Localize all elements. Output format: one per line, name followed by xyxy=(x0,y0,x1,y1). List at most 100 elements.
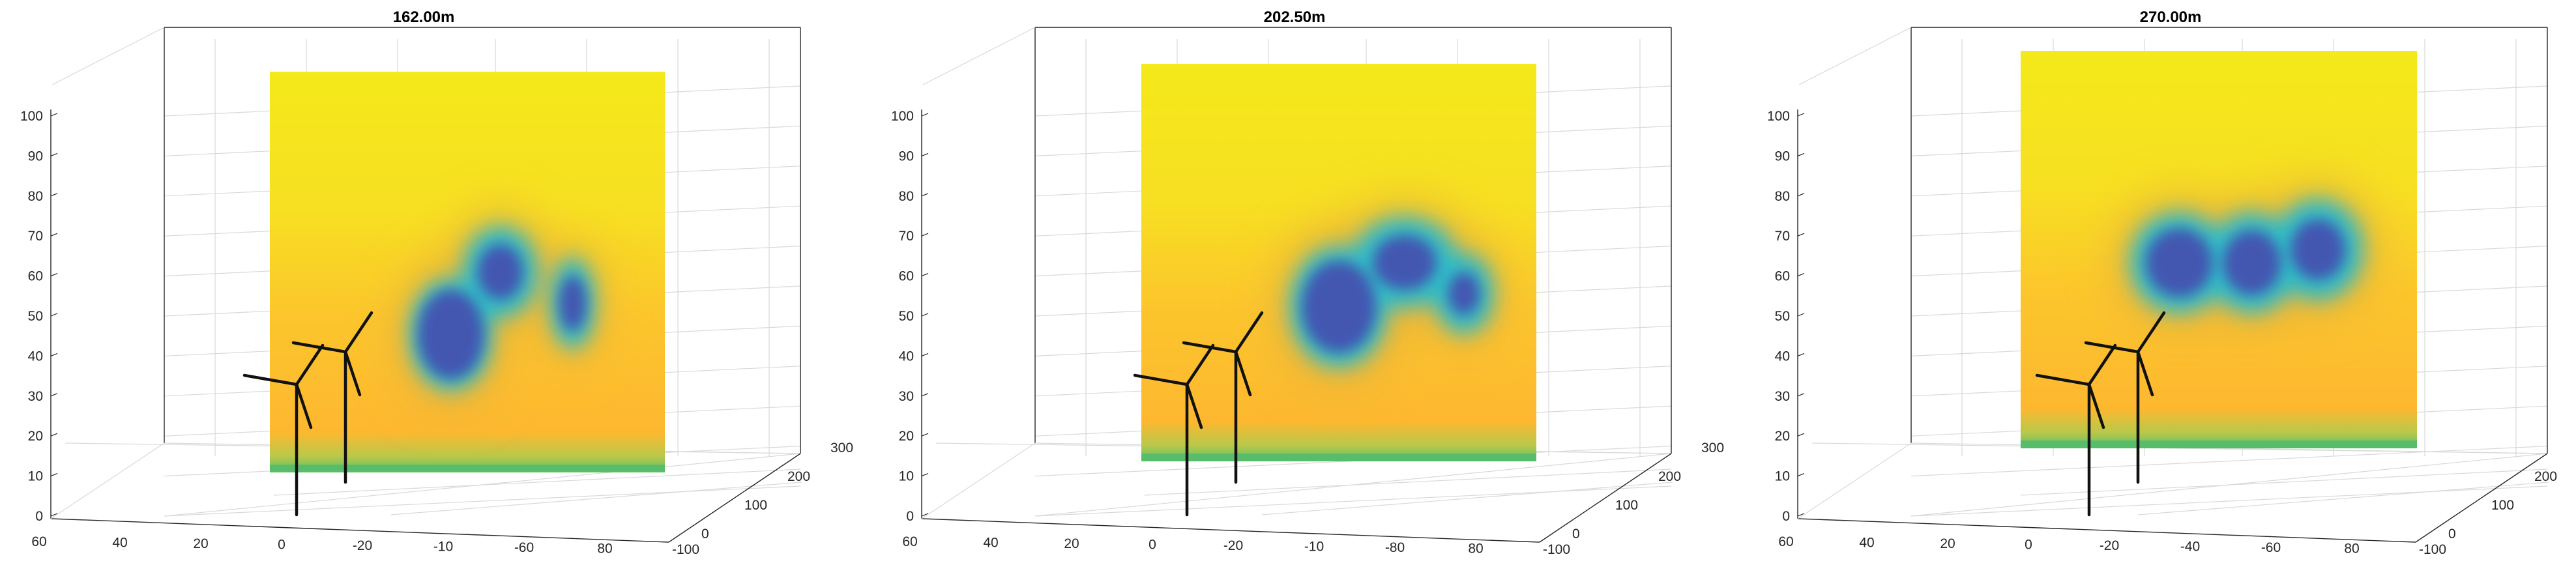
z-tick-label-6: 60 xyxy=(1775,269,1790,284)
y-axis-line xyxy=(668,453,801,543)
turbine-blade-b-1 xyxy=(344,311,373,354)
z-tick-mark-10 xyxy=(921,113,929,117)
grid-line-z-0 xyxy=(1910,485,2548,517)
z-tick-mark-0 xyxy=(921,513,929,517)
z-tick-label-7: 70 xyxy=(899,229,914,244)
z-tick-mark-5 xyxy=(921,313,929,317)
box-top-left-diag xyxy=(1798,27,1912,85)
z-tick-label-7: 70 xyxy=(1775,229,1790,244)
wake-core-0 xyxy=(2146,228,2213,297)
x-tick-label-7: 80 xyxy=(597,541,612,556)
y-tick-label-2: 200 xyxy=(1658,469,1681,484)
z-tick-label-3: 30 xyxy=(899,389,914,404)
wake-core-group xyxy=(418,244,587,379)
z-tick-label-9: 90 xyxy=(899,149,914,164)
x-tick-label-5: -10 xyxy=(433,540,453,555)
x-tick-label-3: 0 xyxy=(1149,538,1156,553)
wake-core-2 xyxy=(2291,219,2345,280)
wake-core-2 xyxy=(1448,272,1480,315)
z-tick-mark-4 xyxy=(50,353,58,356)
turbine-blade-b-0 xyxy=(295,343,325,386)
z-tick-label-5: 50 xyxy=(1775,309,1790,324)
turbine-blade-c-0 xyxy=(1185,383,1203,429)
y-tick-label-0: 0 xyxy=(1572,527,1580,541)
z-tick-mark-4 xyxy=(1797,353,1805,356)
z-tick-mark-5 xyxy=(1797,313,1805,317)
z-tick-mark-10 xyxy=(1797,113,1805,117)
z-tick-label-4: 40 xyxy=(28,349,43,364)
z-tick-label-4: 40 xyxy=(899,349,914,364)
z-tick-mark-9 xyxy=(50,152,58,156)
x-axis-line xyxy=(1797,518,2416,543)
floor-grid-3 xyxy=(2137,482,2549,515)
z-tick-label-10: 100 xyxy=(1767,109,1790,124)
y-axis-line xyxy=(2415,453,2548,543)
wake-core-group xyxy=(1302,235,1480,353)
wake-core-1 xyxy=(477,244,523,300)
x-tick-label-3: 0 xyxy=(2025,538,2032,553)
z-tick-label-10: 100 xyxy=(891,109,914,124)
x-tick-label-8: -100 xyxy=(672,542,699,557)
left-floor-edge xyxy=(50,442,165,519)
turbine-blade-c-1 xyxy=(1234,350,1252,397)
z-tick-mark-9 xyxy=(1797,152,1805,156)
x-tick-label-4: -20 xyxy=(353,538,372,553)
z-tick-label-8: 80 xyxy=(28,189,43,204)
y-tick-label-2: 200 xyxy=(2534,469,2557,484)
z-tick-mark-2 xyxy=(1797,433,1805,437)
turbine-blade-b-0 xyxy=(2087,343,2117,386)
x-tick-label-0: 60 xyxy=(31,534,46,549)
z-tick-label-10: 100 xyxy=(20,109,43,124)
grid-line-z-10 xyxy=(1910,446,2548,477)
turbine-blade-c-1 xyxy=(2136,350,2154,397)
x-axis-line xyxy=(921,518,1540,543)
x-tick-label-0: 60 xyxy=(902,534,917,549)
slice-ground-band xyxy=(270,465,665,472)
z-tick-label-1: 10 xyxy=(28,469,43,484)
z-tick-label-2: 20 xyxy=(1775,429,1790,444)
z-tick-mark-3 xyxy=(921,393,929,397)
floor-grid-2 xyxy=(1144,469,1672,496)
turbine-blade-c-0 xyxy=(2087,383,2105,429)
z-tick-mark-7 xyxy=(921,233,929,237)
z-tick-mark-2 xyxy=(50,433,58,437)
wake-core-0 xyxy=(1302,261,1376,353)
z-tick-label-8: 80 xyxy=(899,189,914,204)
turbine-blade-a-1 xyxy=(2084,341,2140,354)
x-tick-label-1: 40 xyxy=(112,536,127,551)
z-tick-mark-8 xyxy=(1797,193,1805,197)
box-top-left-diag xyxy=(922,27,1036,85)
wake-core-group xyxy=(2146,219,2345,297)
z-tick-mark-3 xyxy=(50,393,58,397)
z-tick-mark-1 xyxy=(1797,473,1805,477)
left-floor-edge xyxy=(921,442,1036,519)
y-tick-label-0: 0 xyxy=(701,527,709,541)
z-tick-label-8: 80 xyxy=(1775,189,1790,204)
z-tick-label-5: 50 xyxy=(28,309,43,324)
turbine-blade-b-1 xyxy=(2136,311,2166,354)
z-tick-mark-8 xyxy=(921,193,929,197)
z-tick-mark-7 xyxy=(1797,233,1805,237)
wake-core-1 xyxy=(1373,235,1437,290)
turbine-blade-b-0 xyxy=(1185,343,1215,386)
x-tick-label-2: 20 xyxy=(193,536,208,551)
grid-line-z-0 xyxy=(1034,485,1672,517)
x-tick-label-6: -60 xyxy=(2261,540,2281,555)
z-tick-mark-1 xyxy=(921,473,929,477)
z-tick-mark-8 xyxy=(50,193,58,197)
y-tick-label-1: 100 xyxy=(744,498,767,513)
x-tick-label-2: 20 xyxy=(1940,536,1955,551)
y-tick-label-1: 100 xyxy=(1615,498,1638,513)
z-tick-mark-7 xyxy=(50,233,58,237)
x-tick-label-6: -60 xyxy=(514,540,534,555)
x-tick-label-4: -20 xyxy=(1223,538,1243,553)
z-tick-label-9: 90 xyxy=(1775,149,1790,164)
wake-core-0 xyxy=(418,289,484,379)
grid-line-z-0 xyxy=(164,485,801,517)
y-tick-label-1: 100 xyxy=(2491,498,2514,513)
turbine-blade-a-0 xyxy=(242,373,299,386)
y-tick-label-0: 0 xyxy=(2448,527,2456,541)
x-tick-label-8: -100 xyxy=(1543,542,1570,557)
